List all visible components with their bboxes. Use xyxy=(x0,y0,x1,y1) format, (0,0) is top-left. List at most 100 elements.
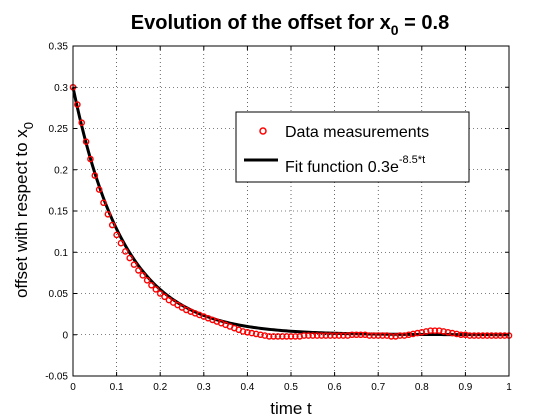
chart-title-main: Evolution of the offset for x xyxy=(131,12,391,34)
data-point xyxy=(501,332,508,339)
data-point xyxy=(401,332,408,339)
data-point xyxy=(366,332,373,339)
x-tick-label: 0.5 xyxy=(284,382,298,393)
data-point xyxy=(392,333,399,340)
data-point xyxy=(348,331,356,339)
data-point xyxy=(418,328,426,336)
data-point xyxy=(431,327,439,334)
legend-label-data-measurements: Data measurements xyxy=(285,124,429,141)
data-point xyxy=(261,332,269,339)
data-point xyxy=(453,330,460,338)
data-point xyxy=(161,293,168,301)
x-tick-label: 0.3 xyxy=(197,382,211,393)
y-tick-label: 0.3 xyxy=(54,83,68,94)
data-point xyxy=(322,332,330,339)
y-tick-label: 0.05 xyxy=(49,289,69,300)
y-axis-label-main: offset with respect to x xyxy=(12,129,31,298)
y-tick-label: 0.2 xyxy=(54,165,68,176)
y-tick-label: -0.05 xyxy=(45,372,68,383)
data-point xyxy=(470,332,478,339)
legend-label-fit-main: Fit function 0.3e xyxy=(285,159,399,176)
data-point xyxy=(396,332,404,339)
data-point xyxy=(331,332,338,339)
data-point xyxy=(313,332,321,339)
data-point xyxy=(326,332,334,339)
data-point xyxy=(274,333,282,340)
data-point xyxy=(130,261,138,268)
data-point xyxy=(126,254,133,262)
data-point xyxy=(353,331,360,339)
data-point xyxy=(496,332,504,339)
legend-box xyxy=(235,111,470,183)
grid xyxy=(73,46,509,376)
data-point xyxy=(248,329,256,337)
data-point xyxy=(252,330,260,338)
data-point xyxy=(466,332,474,339)
data-point xyxy=(440,328,447,335)
legend-label-fit-exponent: -8.5*t xyxy=(399,154,425,166)
data-point xyxy=(427,327,434,334)
data-point xyxy=(361,331,369,339)
chart-title: Evolution of the offset for x0 = 0.8 xyxy=(131,12,449,38)
data-point xyxy=(265,333,273,340)
data-point xyxy=(409,330,417,338)
data-point xyxy=(156,290,164,297)
x-tick-label: 0.4 xyxy=(240,382,254,393)
x-tick-label: 0.9 xyxy=(458,382,472,393)
data-point xyxy=(122,248,129,255)
data-point xyxy=(405,331,413,339)
data-point xyxy=(292,333,299,340)
data-point xyxy=(462,331,469,339)
data-point xyxy=(344,332,351,339)
data-point xyxy=(108,221,116,229)
data-point xyxy=(152,286,160,293)
data-point xyxy=(457,331,465,339)
x-tick-label: 0.1 xyxy=(110,382,124,393)
data-point xyxy=(135,267,142,274)
data-point xyxy=(148,281,155,289)
data-point xyxy=(444,328,452,336)
x-tick-label: 0.6 xyxy=(328,382,342,393)
legend-marker-data-measurements xyxy=(259,127,267,135)
axes: 0 0.1 0.2 0.3 0.4 0.5 0.6 0.7 0.8 0.9 1-0.0500.050… xyxy=(45,42,512,394)
data-point xyxy=(449,329,456,337)
data-point xyxy=(370,332,378,339)
data-point xyxy=(318,332,325,339)
y-tick-label: 0.25 xyxy=(49,124,69,135)
data-point xyxy=(95,186,103,193)
data-point xyxy=(435,327,443,334)
data-point xyxy=(244,328,251,336)
data-point xyxy=(117,239,125,247)
y-tick-label: 0.15 xyxy=(49,207,69,218)
data-point xyxy=(78,119,86,127)
data-point xyxy=(257,331,264,339)
data-point xyxy=(113,231,120,239)
x-tick-label: 0 xyxy=(70,382,76,393)
x-tick-label: 1 xyxy=(506,382,512,393)
data-point xyxy=(483,332,491,339)
legend: Data measurements Fit function 0.3e-8.5*… xyxy=(235,111,470,183)
data-point xyxy=(300,332,308,339)
x-tick-label: 0.2 xyxy=(153,382,167,393)
data-point xyxy=(139,272,147,279)
data-point xyxy=(340,332,347,339)
data-point xyxy=(82,138,90,145)
data-point xyxy=(422,328,430,335)
data-point xyxy=(387,333,395,340)
x-axis-label: time t xyxy=(270,399,312,418)
data-point xyxy=(335,332,343,339)
data-point xyxy=(475,332,482,339)
data-point xyxy=(143,276,151,284)
data-point xyxy=(278,333,286,340)
y-tick-label: 0.35 xyxy=(49,42,69,53)
chart-title-suffix: = 0.8 xyxy=(399,12,450,34)
y-axis-label: offset with respect to x0 xyxy=(12,122,36,298)
data-point xyxy=(357,331,365,339)
chart-title-subscript: 0 xyxy=(391,22,399,38)
y-tick-label: 0.1 xyxy=(54,248,68,259)
data-point xyxy=(91,172,99,179)
data-point xyxy=(305,332,312,339)
data-point xyxy=(374,332,382,339)
data-point xyxy=(100,199,107,207)
